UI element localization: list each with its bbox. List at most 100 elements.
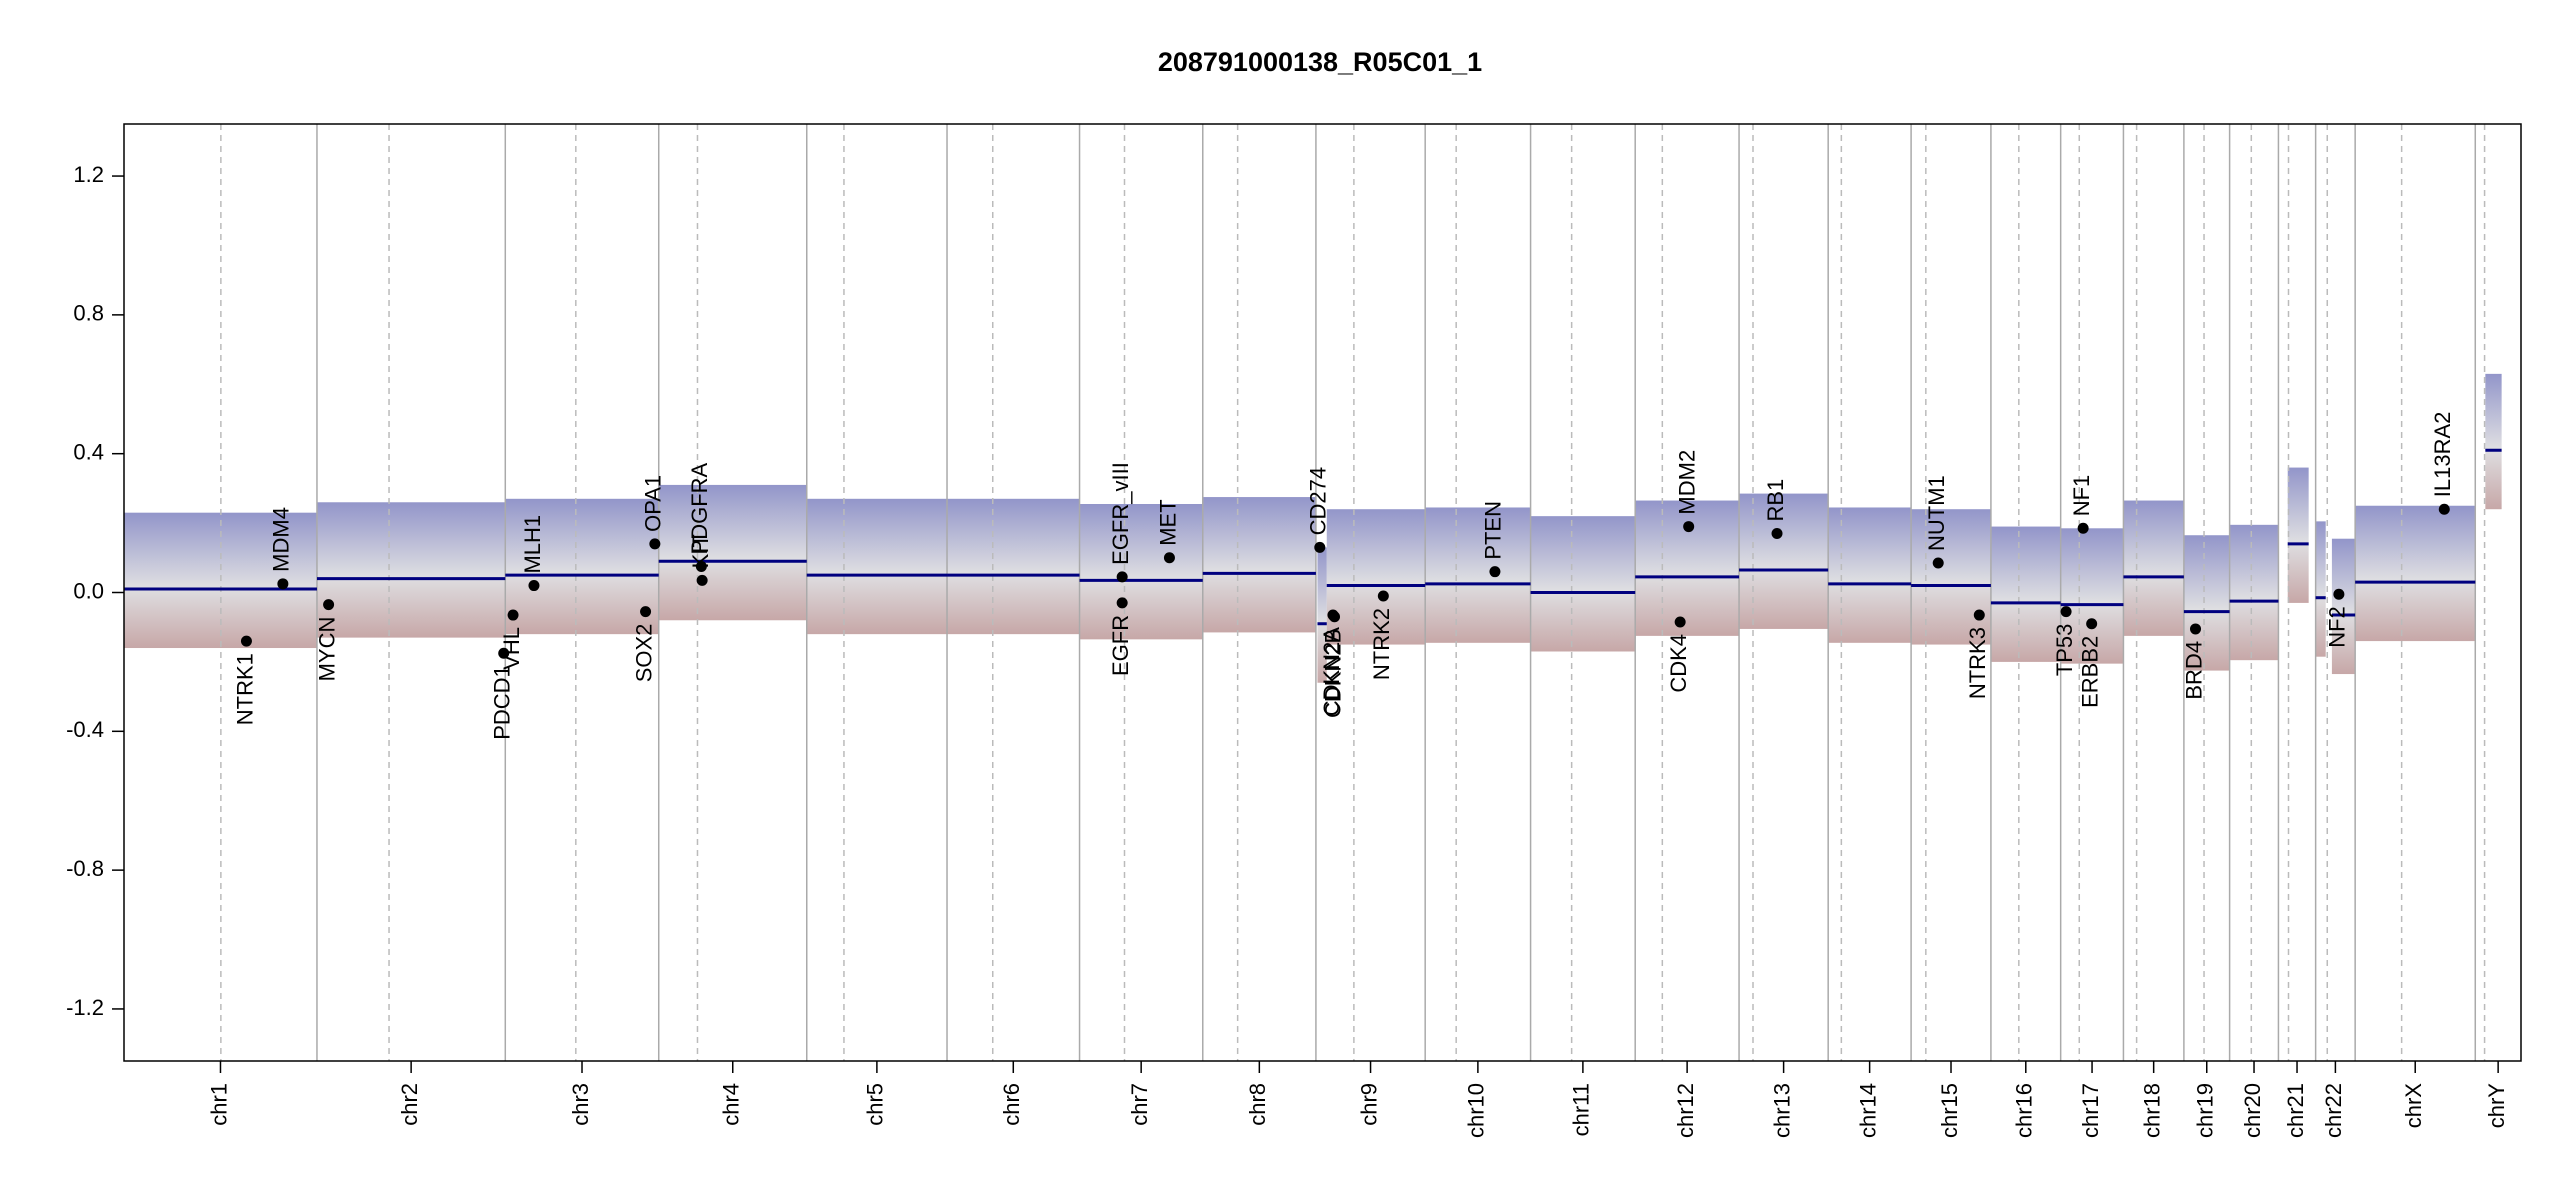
- gene-point: [1329, 611, 1341, 623]
- probe-cloud: [947, 498, 1080, 635]
- x-tick-label: chrY: [2484, 1083, 2509, 1129]
- gene-label: ERBB2: [2077, 636, 2102, 708]
- probe-cloud: [2485, 373, 2502, 510]
- x-tick-label: chr11: [1569, 1083, 1594, 1136]
- gene-point: [1163, 552, 1175, 564]
- gene-label: PDGFRA: [687, 462, 712, 554]
- gene-point: [277, 578, 289, 590]
- probe-cloud: [2287, 467, 2309, 603]
- y-tick-label: -1.2: [66, 995, 104, 1020]
- gene-point: [528, 580, 540, 592]
- gene-label: NTRK1: [232, 653, 257, 725]
- probe-cloud: [505, 498, 659, 635]
- probe-cloud: [1079, 504, 1203, 640]
- x-tick-label: chr22: [2321, 1083, 2346, 1138]
- x-tick-label: chr5: [863, 1083, 888, 1126]
- gene-point: [1683, 521, 1695, 533]
- gene-point: [1489, 566, 1501, 578]
- x-tick-label: chrX: [2401, 1083, 2426, 1129]
- probe-cloud: [2229, 524, 2279, 661]
- gene-label: NF1: [2069, 475, 2094, 517]
- probe-cloud: [1317, 547, 1327, 683]
- gene-point: [498, 647, 510, 659]
- gene-point: [1314, 541, 1326, 553]
- probe-cloud: [658, 484, 807, 621]
- gene-point: [1932, 557, 1944, 569]
- gene-point: [1973, 609, 1985, 621]
- gene-point: [323, 599, 335, 611]
- gene-label: CDKN2B: [1320, 629, 1345, 718]
- probe-cloud: [2183, 535, 2230, 671]
- probe-cloud: [1202, 497, 1316, 633]
- y-tick-label: 0.4: [73, 439, 104, 464]
- gene-point: [2060, 606, 2072, 618]
- x-tick-label: chr20: [2240, 1083, 2265, 1138]
- x-tick-label: chr12: [1673, 1083, 1698, 1138]
- x-tick-label: chr14: [1855, 1083, 1880, 1138]
- gene-label: OPA1: [641, 475, 666, 532]
- gene-point: [2333, 588, 2345, 600]
- gene-point: [695, 560, 707, 572]
- x-tick-label: chr16: [2012, 1083, 2037, 1138]
- chart-title: 208791000138_R05C01_1: [1158, 47, 1482, 77]
- gene-label: NUTM1: [1924, 475, 1949, 551]
- plot-area: [124, 124, 2502, 1061]
- probe-cloud: [1990, 526, 2061, 662]
- gene-point: [1377, 590, 1389, 602]
- x-tick-label: chr13: [1769, 1083, 1794, 1138]
- gene-label: IL13RA2: [2430, 412, 2455, 498]
- x-tick-label: chr18: [2139, 1083, 2164, 1138]
- gene-point: [2077, 522, 2089, 534]
- probe-cloud: [2331, 538, 2356, 675]
- gene-label: CD274: [1306, 467, 1331, 535]
- gene-label: NTRK3: [1965, 627, 1990, 699]
- gene-label: KIT: [688, 534, 713, 568]
- gene-label: MYCN: [314, 617, 339, 682]
- probe-cloud: [2123, 500, 2184, 636]
- gene-label: VHL: [499, 627, 524, 670]
- gene-point: [1116, 571, 1128, 583]
- y-tick-label: -0.4: [66, 717, 104, 742]
- x-tick-label: chr3: [568, 1083, 593, 1126]
- gene-point: [649, 538, 661, 550]
- gene-label: SOX2: [631, 624, 656, 683]
- gene-label: NF2: [2325, 606, 2350, 648]
- x-tick-label: chr8: [1245, 1083, 1270, 1126]
- probe-cloud: [806, 498, 948, 635]
- gene-point: [240, 635, 252, 647]
- gene-point: [507, 609, 519, 621]
- gene-label: NTRK2: [1369, 608, 1394, 680]
- x-tick-label: chr4: [719, 1083, 744, 1126]
- probe-cloud: [1530, 516, 1636, 652]
- gene-point: [640, 606, 652, 618]
- x-tick-label: chr6: [999, 1083, 1024, 1126]
- gene-label: MLH1: [520, 515, 545, 574]
- gene-label: EGFR_vIII: [1108, 462, 1133, 565]
- gene-label: BRD4: [2181, 641, 2206, 700]
- gene-label: CDK4: [1666, 634, 1691, 693]
- probe-cloud: [2315, 521, 2326, 657]
- x-tick-label: chr19: [2193, 1083, 2218, 1138]
- x-tick-label: chr2: [397, 1083, 422, 1126]
- gene-point: [2086, 618, 2098, 630]
- x-tick-label: chr15: [1937, 1083, 1962, 1138]
- gene-label: CDKN2A: [1319, 627, 1344, 717]
- gene-point: [1771, 528, 1783, 540]
- gene-point: [1116, 597, 1128, 609]
- y-tick-label: 1.2: [73, 162, 104, 187]
- probe-cloud: [2060, 528, 2124, 664]
- probe-cloud: [2355, 505, 2476, 642]
- gene-point: [696, 574, 708, 586]
- y-tick-label: 0.8: [73, 301, 104, 326]
- x-tick-label: chr10: [1464, 1083, 1489, 1138]
- y-tick-label: 0.0: [73, 578, 104, 603]
- x-tick-label: chr21: [2283, 1083, 2308, 1138]
- gene-point: [1674, 616, 1686, 628]
- probe-cloud: [1635, 500, 1740, 636]
- gene-point: [2438, 503, 2450, 515]
- probe-cloud: [1911, 509, 1991, 645]
- x-tick-label: chr17: [2078, 1083, 2103, 1138]
- x-tick-label: chr7: [1127, 1083, 1152, 1126]
- x-tick-label: chr1: [206, 1083, 231, 1126]
